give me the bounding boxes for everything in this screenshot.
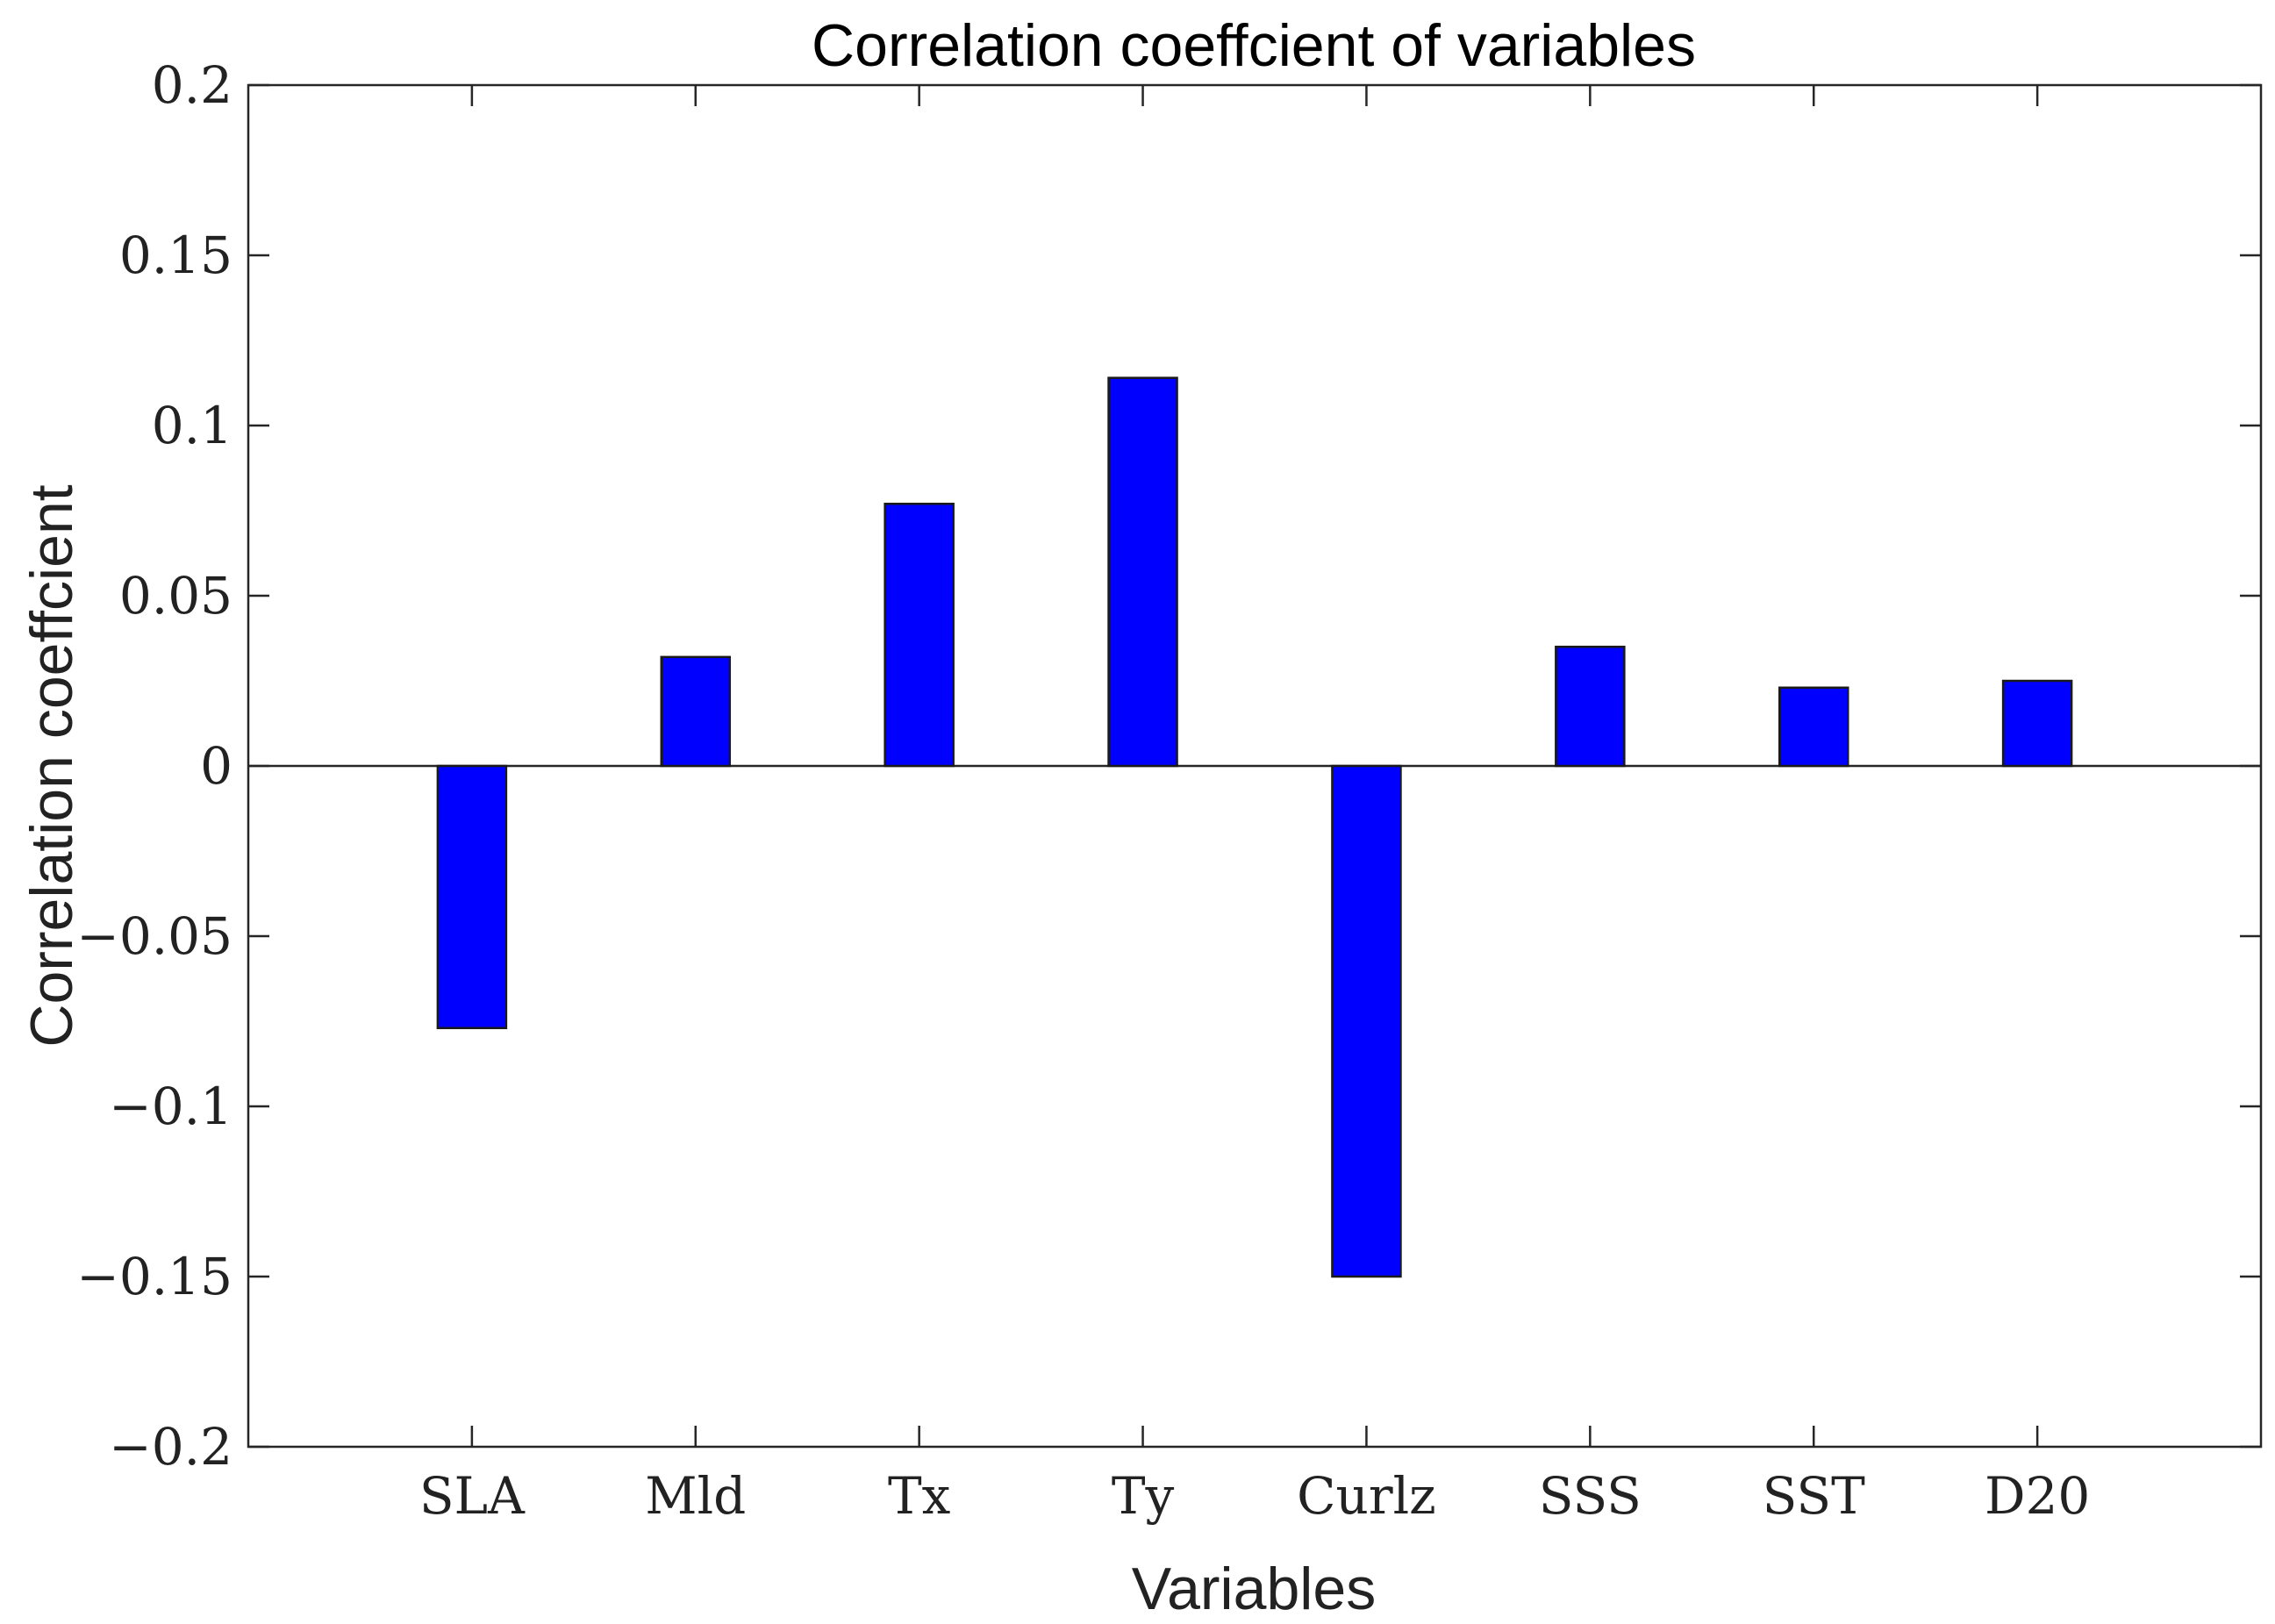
y-tick-label: −0.2: [109, 1417, 233, 1477]
x-tick-label: Tx: [888, 1466, 950, 1526]
bar-d20: [2001, 679, 2073, 768]
y-tick-label: 0.1: [152, 396, 233, 455]
y-axis-label: Correlation coeffcient: [18, 484, 85, 1047]
bar-mld: [660, 655, 732, 768]
bar-ty: [1107, 376, 1178, 768]
plot-frame: [247, 83, 2263, 1449]
bar-curlz: [1331, 764, 1402, 1278]
x-tick-label: Curlz: [1297, 1466, 1436, 1526]
y-axis-ticks: −0.2 −0.15 −0.1 −0.05 0 0.05 0.1 0.15 0.2: [76, 55, 2261, 1477]
y-tick-label: 0: [200, 736, 233, 796]
y-tick-label: −0.15: [76, 1247, 233, 1306]
x-axis-ticks: SLA Mld Tx Ty Curlz SSS SST D20: [419, 85, 2090, 1526]
x-tick-label: SST: [1763, 1466, 1865, 1526]
x-tick-label: D20: [1985, 1466, 2090, 1526]
chart-title: Correlation coeffcient of variables: [812, 12, 1696, 79]
y-tick-label: 0.15: [119, 225, 233, 285]
bar-sss: [1555, 645, 1626, 768]
bars: [436, 376, 2073, 1278]
bar-sst: [1778, 686, 1849, 768]
x-tick-label: SSS: [1539, 1466, 1642, 1526]
bar-tx: [884, 502, 955, 768]
y-tick-label: 0.2: [152, 55, 233, 115]
y-tick-label: −0.05: [76, 906, 233, 966]
x-tick-label: SLA: [419, 1466, 526, 1526]
y-tick-label: 0.05: [119, 566, 233, 626]
bar-sla: [436, 764, 508, 1030]
y-tick-label: −0.1: [109, 1077, 233, 1136]
x-tick-label: Mld: [645, 1466, 746, 1526]
x-axis-label: Variables: [1132, 1556, 1376, 1622]
x-tick-label: Ty: [1112, 1466, 1175, 1526]
